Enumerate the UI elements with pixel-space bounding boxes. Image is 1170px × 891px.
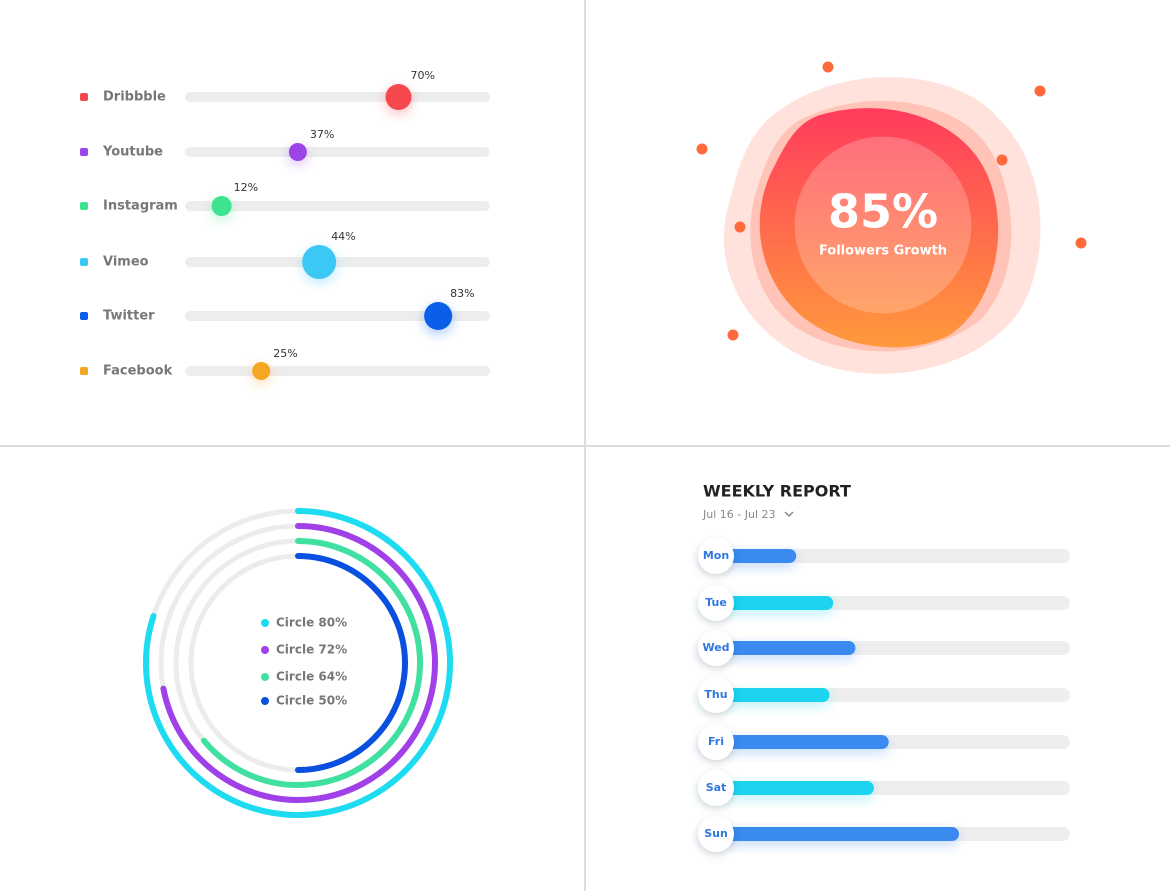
value-label: 25% [273, 347, 297, 360]
slider-knob [252, 362, 271, 380]
category-label: Mon [703, 549, 729, 562]
legend-label: Circle 80% [276, 616, 347, 630]
day-badge [698, 630, 734, 666]
legend-dot [80, 93, 88, 101]
value-label: 37% [310, 128, 334, 141]
bar [700, 781, 874, 795]
slider-track [185, 147, 490, 157]
category-label: Sun [704, 827, 728, 840]
bar [700, 641, 856, 655]
slider-track [185, 366, 490, 376]
slider-knob [302, 245, 337, 279]
bar [700, 827, 959, 841]
category-label: Sat [706, 781, 727, 794]
category-label: Vimeo [103, 255, 149, 270]
day-badge [698, 677, 734, 713]
slider-knob [385, 84, 412, 110]
inner-circle [794, 136, 972, 314]
legend-dot [80, 258, 88, 266]
category-label: Dribbble [103, 90, 166, 105]
category-label: Wed [702, 641, 729, 654]
day-badge [698, 724, 734, 760]
big-value: 85% [828, 185, 938, 239]
legend-label: Circle 50% [276, 694, 347, 708]
category-label: Instagram [103, 199, 178, 214]
category-label: Fri [708, 735, 724, 748]
value-label: 12% [234, 181, 258, 194]
legend-label: Circle 72% [276, 643, 347, 657]
day-badge [698, 585, 734, 621]
legend-dot [80, 367, 88, 375]
subtitle: Followers Growth [819, 244, 947, 259]
day-badge [698, 770, 734, 806]
legend-dot [261, 619, 269, 627]
slider-track [185, 257, 490, 267]
value-label: 44% [331, 230, 355, 243]
legend-dot [80, 148, 88, 156]
legend-dot [261, 673, 269, 681]
category-label: Tue [705, 596, 727, 609]
category-label: Twitter [103, 309, 155, 324]
ring-arc [200, 538, 423, 788]
slider-knob [211, 196, 232, 216]
slider-knob [424, 302, 453, 330]
legend-dot [261, 646, 269, 654]
slider-track [185, 201, 490, 211]
slider-track [185, 311, 490, 321]
dropdown-chevron[interactable] [784, 511, 794, 518]
category-label: Facebook [103, 364, 173, 379]
slider-track [185, 92, 490, 102]
title: WEEKLY REPORT [703, 482, 851, 501]
category-label: Thu [704, 688, 727, 701]
category-label: Youtube [102, 145, 163, 160]
legend-dot [80, 202, 88, 210]
legend-dot [80, 312, 88, 320]
value-label: 83% [450, 287, 474, 300]
bar [700, 735, 889, 749]
value-label: 70% [411, 69, 435, 82]
subtitle: Jul 16 - Jul 23 [702, 508, 776, 521]
day-badge [698, 816, 734, 852]
ring-arc [160, 523, 438, 803]
legend-dot [261, 697, 269, 705]
legend-label: Circle 64% [276, 670, 347, 684]
blob-decoration [696, 61, 1087, 374]
ring-arc [143, 508, 453, 818]
day-badge [698, 538, 734, 574]
ring-arc [295, 553, 408, 773]
slider-knob [288, 143, 307, 161]
